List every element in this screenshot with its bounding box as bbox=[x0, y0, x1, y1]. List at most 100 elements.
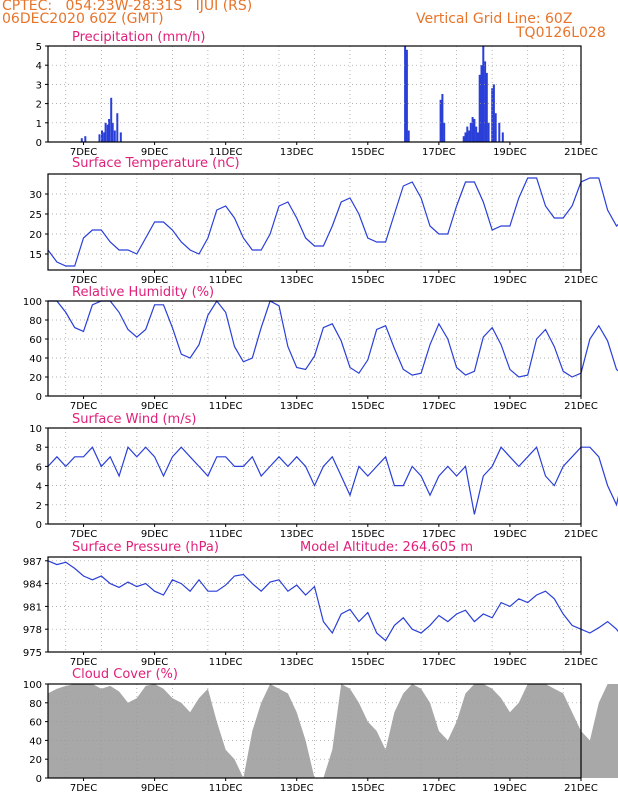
rh-ytick-label: 60 bbox=[29, 335, 42, 346]
press-frame bbox=[47, 556, 582, 653]
precip-bar bbox=[101, 130, 103, 142]
precip-title: Precipitation (mm/h) bbox=[72, 30, 205, 45]
press-xtick-label: 17DEC bbox=[422, 657, 456, 668]
precip-xtick-label: 7DEC bbox=[70, 147, 97, 158]
precip-ytick-label: 2 bbox=[36, 100, 42, 111]
cloud-xtick-label: 11DEC bbox=[209, 783, 243, 794]
wind-ytick-label: 8 bbox=[36, 443, 42, 454]
press-xtick-label: 11DEC bbox=[209, 657, 243, 668]
temp-ytick-label: 25 bbox=[29, 210, 42, 221]
precip-bar bbox=[482, 46, 485, 142]
precip-ytick-label: 4 bbox=[36, 61, 42, 72]
precip-bar bbox=[494, 113, 497, 142]
precip-bar bbox=[485, 72, 488, 142]
rh-ytick-label: 80 bbox=[29, 316, 42, 327]
wind-xtick-label: 19DEC bbox=[493, 529, 527, 540]
rh-ytick-label: 0 bbox=[36, 392, 42, 403]
temp-xtick-label: 19DEC bbox=[493, 275, 527, 286]
precip-bar bbox=[106, 124, 109, 142]
rh-xtick-label: 15DEC bbox=[351, 401, 385, 412]
press-ytick-label: 984 bbox=[23, 580, 42, 591]
temp-ytick-label: 20 bbox=[29, 230, 42, 241]
precip-xtick-label: 19DEC bbox=[493, 147, 527, 158]
cloud-xtick-label: 7DEC bbox=[70, 783, 97, 794]
precip-bar bbox=[80, 138, 83, 142]
temp-frame bbox=[47, 173, 582, 271]
header-run-date: 06DEC2020 60Z (GMT) bbox=[2, 11, 164, 27]
precip-bar bbox=[468, 130, 471, 142]
precip-bar bbox=[501, 132, 504, 142]
precip-ytick-label: 5 bbox=[36, 42, 42, 53]
rh-xtick-label: 11DEC bbox=[209, 401, 243, 412]
temp-xtick-label: 7DEC bbox=[70, 275, 97, 286]
precip-bar bbox=[104, 122, 107, 142]
press-xtick-label: 9DEC bbox=[141, 657, 168, 668]
precip-ytick-label: 1 bbox=[36, 119, 42, 130]
rh-series-line bbox=[48, 299, 618, 378]
precip-bar bbox=[480, 65, 483, 142]
precip-bar bbox=[466, 126, 469, 142]
temp-xtick-label: 9DEC bbox=[141, 275, 168, 286]
press-ytick-label: 987 bbox=[23, 557, 42, 568]
cloud-area bbox=[48, 684, 618, 778]
cloud-frame bbox=[47, 683, 582, 779]
header-model-code: TQ0126L028 bbox=[516, 25, 606, 41]
temp-xtick-label: 15DEC bbox=[351, 275, 385, 286]
header-location: CPTEC: 054:23W-28:31S IJUI (RS) bbox=[2, 0, 253, 14]
press-altitude: Model Altitude: 264.605 m bbox=[300, 540, 473, 555]
temp-xtick-label: 21DEC bbox=[564, 275, 598, 286]
cloud-xtick-label: 19DEC bbox=[493, 783, 527, 794]
cloud-xtick-label: 13DEC bbox=[280, 783, 314, 794]
precip-bar bbox=[405, 49, 408, 142]
precip-bar bbox=[491, 88, 494, 142]
precip-bar bbox=[110, 97, 113, 142]
cloud-xtick-label: 9DEC bbox=[141, 783, 168, 794]
precip-bar bbox=[439, 99, 442, 142]
precip-xtick-label: 15DEC bbox=[351, 147, 385, 158]
press-ytick-label: 975 bbox=[23, 648, 42, 659]
precip-bar bbox=[111, 122, 114, 142]
wind-xtick-label: 9DEC bbox=[141, 529, 168, 540]
precip-ytick-label: 0 bbox=[36, 138, 42, 149]
rh-xtick-label: 21DEC bbox=[564, 401, 598, 412]
rh-xtick-label: 17DEC bbox=[422, 401, 456, 412]
temp-xtick-label: 13DEC bbox=[280, 275, 314, 286]
precip-bar bbox=[484, 61, 487, 142]
precip-bar bbox=[462, 136, 465, 142]
precip-bar bbox=[404, 46, 407, 142]
wind-ytick-label: 2 bbox=[36, 501, 42, 512]
rh-xtick-label: 13DEC bbox=[280, 401, 314, 412]
cloud-xtick-label: 17DEC bbox=[422, 783, 456, 794]
precip-bar bbox=[84, 136, 87, 142]
cloud-ytick-label: 100 bbox=[23, 680, 42, 691]
precip-xtick-label: 13DEC bbox=[280, 147, 314, 158]
precip-bar bbox=[498, 122, 501, 142]
rh-xtick-label: 19DEC bbox=[493, 401, 527, 412]
precip-bar bbox=[492, 84, 495, 142]
precip-bar bbox=[487, 122, 490, 142]
precip-bar bbox=[108, 119, 111, 142]
precip-xtick-label: 17DEC bbox=[422, 147, 456, 158]
precip-bar bbox=[119, 132, 122, 142]
wind-xtick-label: 7DEC bbox=[70, 529, 97, 540]
precip-bar bbox=[113, 130, 116, 142]
rh-ytick-label: 20 bbox=[29, 373, 42, 384]
wind-ytick-label: 10 bbox=[29, 424, 42, 435]
precip-bar bbox=[103, 132, 106, 142]
press-xtick-label: 21DEC bbox=[564, 657, 598, 668]
wind-xtick-label: 11DEC bbox=[209, 529, 243, 540]
wind-ytick-label: 4 bbox=[36, 482, 42, 493]
wind-series-line bbox=[47, 446, 618, 515]
precip-bar bbox=[471, 117, 474, 142]
wind-xtick-label: 17DEC bbox=[422, 529, 456, 540]
wind-ytick-label: 0 bbox=[36, 520, 42, 531]
cloud-title: Cloud Cover (%) bbox=[72, 667, 178, 682]
precip-bar bbox=[464, 132, 467, 142]
temp-ytick-label: 15 bbox=[29, 250, 42, 261]
temp-title: Surface Temperature (nC) bbox=[72, 156, 240, 171]
temp-xtick-label: 17DEC bbox=[422, 275, 456, 286]
precip-bar bbox=[407, 130, 410, 142]
rh-ytick-label: 40 bbox=[29, 354, 42, 365]
precip-bar bbox=[116, 113, 119, 142]
temp-series-line bbox=[47, 177, 618, 267]
